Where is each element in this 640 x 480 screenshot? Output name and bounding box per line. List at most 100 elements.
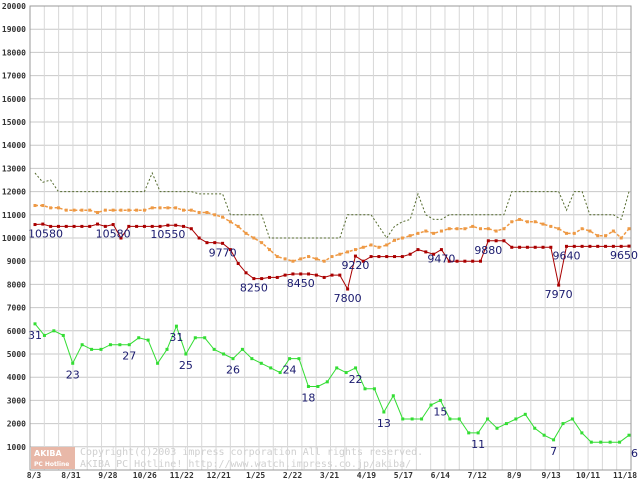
series-point-2 [96,222,100,226]
data-label: 7800 [334,292,362,305]
series-point-1 [49,206,53,210]
series-point-1 [291,259,295,263]
series-point-2 [158,224,162,228]
x-tick-label: 8/3 [27,471,42,480]
series-point-2 [447,259,451,263]
data-label: 7970 [545,288,573,301]
series-point-1 [221,215,225,219]
series-point-1 [408,234,412,238]
series-point-1 [275,255,279,259]
data-label: 24 [283,364,297,377]
series-point-1 [369,243,373,247]
x-tick-label: 12/21 [207,471,231,480]
series-point-3 [156,361,160,365]
series-point-1 [142,208,146,212]
series-point-2 [275,275,279,279]
series-point-2 [291,272,295,276]
series-point-1 [166,206,170,210]
series-point-2 [127,224,131,228]
x-tick-label: 10/11 [576,471,600,480]
data-label: 8250 [240,282,268,295]
series-point-1 [228,220,232,224]
y-tick-label: 10000 [2,234,26,243]
series-point-1 [96,210,100,214]
watermark-logo-line-2: PC Hotline [34,461,69,468]
series-point-3 [127,343,131,347]
series-point-1 [463,227,467,231]
watermark-logo [31,447,75,469]
series-point-1 [471,224,475,228]
series-point-2 [439,248,443,252]
series-point-2 [299,272,303,276]
series-point-3 [137,336,141,340]
series-point-2 [549,245,553,249]
series-point-1 [479,227,482,231]
y-tick-label: 15000 [2,118,26,127]
series-point-1 [307,255,311,259]
series-point-2 [377,255,381,259]
series-point-2 [338,273,342,277]
series-point-3 [174,324,178,328]
series-point-1 [213,213,217,217]
series-point-1 [127,208,131,212]
series-point-3 [250,357,254,361]
series-point-1 [205,210,209,214]
series-point-3 [231,357,235,361]
series-point-3 [599,440,603,444]
x-tick-label: 11/18 [613,471,637,480]
series-point-2 [518,245,522,249]
series-point-3 [108,343,112,347]
series-point-1 [135,208,139,212]
series-point-3 [99,347,103,351]
series-point-1 [299,257,303,261]
y-tick-label: 14000 [2,141,26,150]
series-point-2 [314,273,318,277]
series-point-1 [103,208,107,212]
series-point-3 [457,417,461,421]
series-point-2 [510,245,514,249]
series-point-1 [377,245,381,249]
series-point-3 [429,403,433,407]
series-point-2 [213,241,217,245]
watermark-logo-line-1: AKIBA [34,449,62,458]
series-point-3 [608,440,612,444]
plot-frame [29,5,632,471]
series-point-2 [252,277,256,281]
x-tick-label: 1/25 [246,471,265,480]
series-point-3 [278,371,282,375]
x-tick-label: 6/14 [431,471,450,480]
series-point-1 [267,248,271,252]
series-point-3 [363,387,367,391]
series-point-2 [330,273,334,277]
series-point-1 [541,222,545,226]
series-group [33,171,631,444]
series-point-2 [103,224,107,228]
y-tick-label: 5000 [7,350,26,359]
series-point-2 [408,252,412,256]
series-point-1 [111,208,115,212]
series-point-3 [184,352,188,356]
data-label: 10580 [28,228,63,241]
series-point-1 [119,208,123,212]
series-point-2 [72,224,76,228]
watermark-copyright: Copyright(c)2003 impress corporation All… [80,447,423,458]
data-label: 22 [349,373,363,386]
data-label: 27 [122,350,136,363]
data-label: 25 [179,359,193,372]
series-point-2 [353,254,357,258]
y-tick-label: 16000 [2,95,26,104]
data-label: 6 [631,447,638,460]
series-point-1 [244,231,248,235]
data-label: 10550 [150,228,185,241]
series-point-2 [150,224,154,228]
series-point-1 [439,229,443,233]
series-point-3 [335,366,339,370]
series-point-1 [510,220,514,224]
series-point-2 [267,275,271,279]
series-point-2 [463,259,467,263]
series-point-1 [56,206,60,210]
series-point-3 [52,329,56,333]
series-point-3 [401,417,405,421]
data-label: 15 [433,405,447,418]
series-point-1 [41,204,45,208]
